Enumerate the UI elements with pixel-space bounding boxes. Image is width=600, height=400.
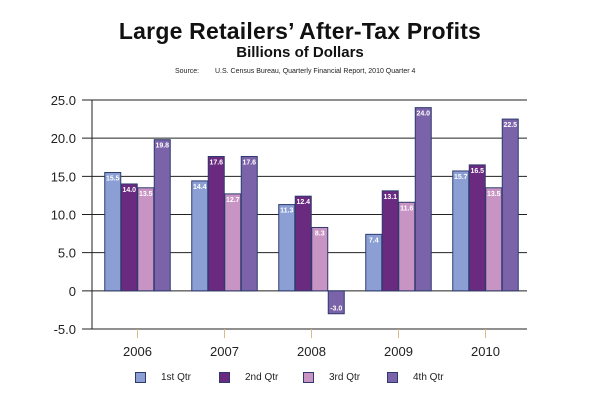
bar-value-label: 17.6 [242, 159, 256, 166]
legend-label: 2nd Qtr [245, 372, 279, 383]
bar [468, 164, 486, 292]
legend-label: 4th Qtr [413, 372, 444, 383]
legend: 1st Qtr 2nd Qtr 3rd Qtr 4th Qtr [135, 372, 471, 383]
x-tick-label: 2006 [123, 344, 152, 359]
legend-swatch [387, 372, 398, 383]
y-tick-label: 10.0 [51, 208, 76, 223]
y-tick-label: 25.0 [51, 93, 76, 108]
bar-value-label: 14.0 [122, 187, 136, 194]
bar-value-label: 13.5 [487, 191, 501, 198]
bar [240, 155, 258, 292]
bar [224, 193, 242, 292]
x-tick-label: 2010 [471, 344, 500, 359]
bar-value-label: 13.5 [139, 191, 153, 198]
bar-value-label: 16.5 [470, 168, 484, 175]
bar [137, 187, 155, 292]
legend-item: 4th Qtr [387, 372, 471, 383]
bar-value-label: 12.7 [226, 197, 240, 204]
x-tick-label: 2007 [210, 344, 239, 359]
bar [153, 139, 171, 292]
legend-swatch [135, 372, 146, 383]
bar-value-label: 7.4 [369, 237, 379, 244]
legend-label: 1st Qtr [161, 372, 192, 383]
y-tick-label: 0 [69, 284, 76, 299]
bar-value-label: 14.4 [193, 184, 207, 191]
bar [104, 172, 122, 292]
y-tick-label: 15.0 [51, 169, 76, 184]
x-tick-label: 2008 [297, 344, 326, 359]
bar-value-label: 15.7 [454, 174, 468, 181]
bar-value-label: 13.1 [383, 194, 397, 201]
y-tick-label: 5.0 [58, 246, 76, 261]
legend-item: 1st Qtr [135, 372, 219, 383]
bar-value-label: 22.5 [503, 122, 517, 129]
bar [278, 204, 296, 292]
bar-value-label: 11.3 [280, 208, 293, 215]
bar-value-label: 11.6 [400, 205, 413, 212]
x-tick-label: 2009 [384, 344, 413, 359]
bar-value-label: 19.8 [155, 143, 169, 150]
y-axis: 25.0 20.0 15.0 10.0 5.0 0 -5.0 [51, 93, 93, 337]
legend-item: 2nd Qtr [219, 372, 303, 383]
chart-source: Source: U.S. Census Bureau, Quarterly Fin… [175, 68, 415, 75]
x-axis: 2006 2007 2008 2009 2010 [123, 329, 500, 359]
source-label: Source: [175, 68, 200, 75]
bar [381, 190, 399, 292]
bar [191, 180, 209, 292]
y-tick-label: 20.0 [51, 131, 76, 146]
bar [207, 155, 225, 292]
bar [311, 226, 329, 292]
bars: 15.514.013.519.814.417.612.717.611.312.4… [104, 107, 519, 315]
bar-value-label: -3.0 [330, 306, 342, 313]
bar [327, 290, 345, 315]
bar [294, 195, 312, 292]
bar-value-label: 15.5 [106, 176, 120, 183]
legend-item: 3rd Qtr [303, 372, 387, 383]
bar-value-label: 17.6 [209, 159, 223, 166]
legend-label: 3rd Qtr [329, 372, 361, 383]
bar-value-label: 8.3 [315, 230, 325, 237]
bar [398, 201, 416, 292]
legend-swatch [219, 372, 230, 383]
legend-swatch [303, 372, 314, 383]
bar-value-label: 12.4 [296, 199, 310, 206]
chart-subtitle: Billions of Dollars [236, 44, 364, 61]
bar [414, 107, 432, 292]
bar [485, 187, 503, 292]
bar [452, 170, 470, 292]
source-text: U.S. Census Bureau, Quarterly Financial … [215, 68, 416, 75]
bar [501, 118, 519, 292]
bar [120, 183, 138, 292]
chart-title: Large Retailers’ After-Tax Profits [118, 18, 482, 44]
bar-value-label: 24.0 [416, 111, 430, 118]
y-tick-label: -5.0 [54, 322, 76, 337]
